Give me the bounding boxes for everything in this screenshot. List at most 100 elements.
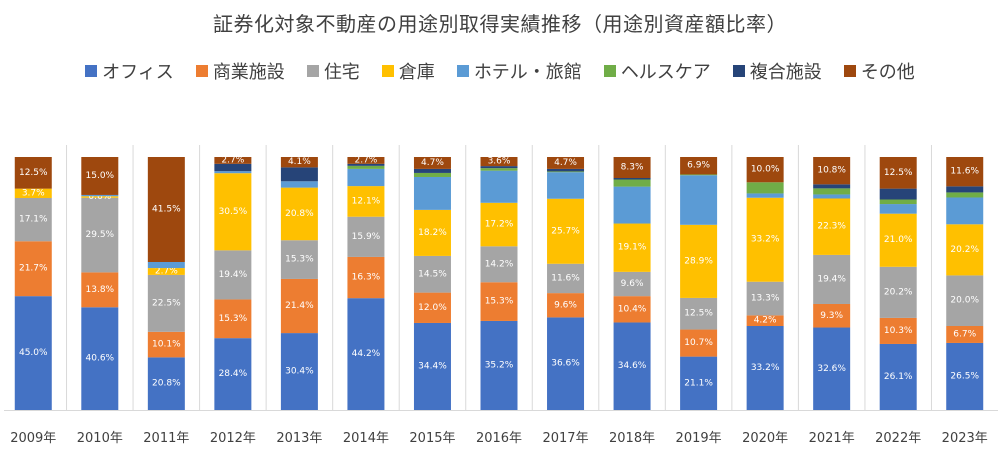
bar-segment [547,168,585,172]
bar-segment [879,266,917,318]
data-label: 12.5% [684,309,713,319]
data-label: 30.4% [285,367,314,377]
data-label: 17.2% [485,220,514,230]
data-label: 10.8% [817,166,846,176]
data-label: 10.4% [618,304,647,314]
data-label: 35.2% [485,360,514,370]
bar-segment [480,166,518,169]
data-label: 19.1% [618,243,647,253]
data-label: 15.9% [352,232,381,242]
legend-item: ホテル・旅館 [456,58,582,84]
bar-segment [746,326,784,410]
bar-segment [613,177,651,180]
bar-segment [347,186,385,217]
bar-segment [347,157,385,164]
bar-segment [547,317,585,410]
data-label: 3.6% [488,157,511,167]
bar-segment [613,271,651,297]
data-label: 44.2% [352,349,381,359]
legend-swatch [195,65,208,77]
bar-segment [613,322,651,410]
bar-segment [81,194,119,197]
legend-swatch [603,65,616,77]
bar-segment [413,168,451,173]
bar-segment [746,315,784,327]
bar-segment [480,202,518,247]
data-label: 21.1% [684,378,713,388]
bar-segment [147,261,185,269]
data-label: 36.6% [551,359,580,369]
bar-segment [680,224,718,298]
bar-segment [813,198,851,255]
data-label: 16.3% [352,273,381,283]
data-label: 9.6% [621,279,644,289]
legend-item: 商業施設 [195,58,285,84]
x-tick-label: 2017年 [542,431,588,446]
bar-segment [347,216,385,257]
bar-segment [547,171,585,173]
bar-segment [347,256,385,299]
legend-label: その他 [860,62,915,83]
legend-label: オフィス [102,62,174,83]
bar-segment [81,196,119,198]
bar-segment [680,174,718,176]
data-label: 14.5% [418,269,447,279]
data-label: 11.6% [950,167,979,177]
legend-item: ヘルスケア [603,58,711,84]
bar-segment [746,281,784,316]
bar-segment [813,194,851,199]
bar-segment [879,157,917,189]
data-label: 40.6% [86,354,115,364]
bar-segment [813,303,851,328]
data-label: 20.8% [152,379,181,389]
bar-segment [879,213,917,267]
bar-segment [547,263,585,294]
data-label: 8.3% [621,162,644,172]
data-label: 21.0% [884,235,913,245]
data-label: 2.7% [221,155,244,165]
bar-segment [680,329,718,357]
bar-segment [946,224,984,276]
bar-segment [280,187,318,241]
legend-item: その他 [843,58,915,84]
data-label: 6.7% [953,329,976,339]
bar-segment [14,197,52,242]
bar-segment [613,223,651,272]
bar-segment [946,197,984,225]
legend-swatch [85,65,98,77]
bar-segment [879,204,917,214]
bar-segment [680,297,718,330]
data-label: 32.6% [817,364,846,374]
data-label: 12.0% [418,303,447,313]
data-label: 9.6% [554,300,577,310]
bar-segment [879,199,917,205]
data-label: 28.9% [684,256,713,266]
bar-segment [547,172,585,199]
x-tick-label: 2016年 [476,431,522,446]
data-label: 34.4% [418,361,447,371]
bar-segment [14,188,52,198]
data-label: 29.5% [86,230,115,240]
data-label: 20.0% [950,296,979,306]
legend-item: 複合施設 [732,58,822,84]
data-label: 4.2% [754,316,777,326]
legend-label: 複合施設 [749,62,822,83]
x-tick-label: 2015年 [409,431,455,446]
data-label: 10.0% [751,165,780,175]
data-label: 14.2% [485,259,514,269]
x-tick-label: 2014年 [343,431,389,446]
bar-segment [147,357,185,410]
bar-segment [214,163,252,172]
data-label: 33.2% [751,363,780,373]
data-label: 0.6% [88,192,111,202]
data-label: 34.6% [618,361,647,371]
x-tick-label: 2020年 [742,431,788,446]
x-tick-label: 2012年 [210,431,256,446]
data-label: 41.5% [152,204,181,214]
data-label: 15.3% [285,255,314,265]
bar-segment [413,292,451,323]
data-label: 10.7% [684,338,713,348]
bar-segment [280,333,318,410]
bar-segment [946,342,984,410]
x-tick-label: 2013年 [276,431,322,446]
